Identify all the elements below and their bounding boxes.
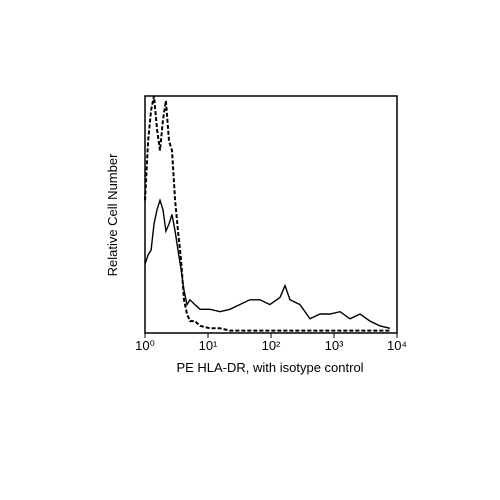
x-tick-label: 10⁴: [387, 338, 407, 353]
plot-frame: [144, 95, 398, 334]
x-tick-label: 10¹: [199, 338, 218, 353]
x-tick-label: 10³: [325, 338, 344, 353]
x-axis-label: PE HLA-DR, with isotype control: [176, 360, 363, 375]
series-line: [144, 197, 391, 329]
x-tick-label: 10⁰: [135, 338, 155, 353]
y-axis-label: Relative Cell Number: [105, 153, 120, 276]
x-tick-label: 10²: [262, 338, 281, 353]
series-line: [144, 95, 390, 332]
